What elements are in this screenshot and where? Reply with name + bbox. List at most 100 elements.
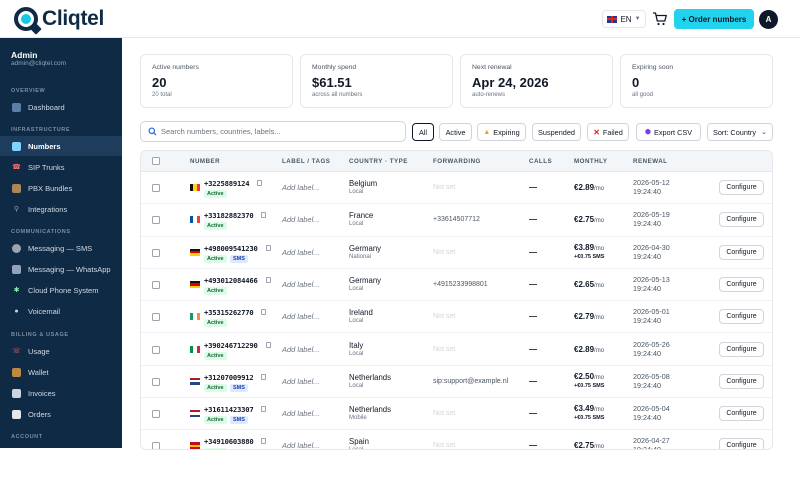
user-email: admin@cliqtel.com: [11, 60, 67, 67]
configure-button[interactable]: Configure: [719, 373, 764, 389]
column-label-tags[interactable]: LABEL / TAGS: [282, 158, 331, 165]
row-checkbox[interactable]: [152, 377, 160, 386]
sidebar-item-pbx-bundles[interactable]: PBX Bundles: [0, 178, 122, 198]
add-label-link[interactable]: Add label...: [282, 247, 320, 257]
copy-icon[interactable]: [261, 373, 267, 380]
row-checkbox[interactable]: [152, 410, 160, 419]
table-row[interactable]: +35315262770 Active Add label... Ireland Loc…: [141, 301, 772, 334]
configure-button[interactable]: Configure: [719, 212, 764, 228]
sidebar-item-usage[interactable]: ☏ Usage: [0, 341, 122, 361]
forwarding-value[interactable]: +4915233998801: [433, 280, 488, 288]
column-forwarding[interactable]: FORWARDING: [433, 158, 481, 165]
add-label-link[interactable]: Add label...: [282, 344, 320, 354]
table-row[interactable]: +498009541230 Active SMS Add label... German…: [141, 237, 772, 269]
price-period: /mo: [594, 218, 605, 225]
number-type: Local: [349, 318, 364, 325]
forwarding-value[interactable]: +33614507712: [433, 216, 480, 224]
row-checkbox[interactable]: [152, 184, 160, 192]
column-calls[interactable]: CALLS: [529, 158, 553, 165]
add-label-link[interactable]: Add label...: [282, 215, 320, 225]
forwarding-value[interactable]: sip:support@example.nl: [433, 377, 509, 385]
sort-select[interactable]: Sort: Country ⌄: [707, 123, 773, 141]
column-country-type[interactable]: COUNTRY · TYPE: [349, 158, 408, 165]
sidebar-item-integrations[interactable]: ⚲ Integrations: [0, 199, 122, 219]
add-label-link[interactable]: Add label...: [282, 312, 320, 322]
select-all-checkbox[interactable]: [152, 157, 160, 165]
sidebar-item-wallet[interactable]: Wallet: [0, 362, 122, 382]
filter-all[interactable]: All: [412, 123, 434, 141]
row-checkbox[interactable]: [152, 280, 160, 289]
configure-button[interactable]: Configure: [719, 276, 764, 292]
order-numbers-button[interactable]: + Order numbers: [674, 9, 754, 29]
export-csv-button[interactable]: ⬢ Export CSV: [636, 123, 701, 141]
sidebar-item-messaging-whatsapp[interactable]: Messaging — WhatsApp: [0, 259, 122, 279]
column-monthly[interactable]: MONTHLY: [574, 158, 608, 165]
configure-button[interactable]: Configure: [719, 309, 764, 325]
sidebar-item-voicemail[interactable]: ● Voicemail: [0, 301, 122, 321]
sidebar-item-label: Cloud Phone System: [28, 285, 99, 295]
configure-button[interactable]: Configure: [719, 438, 764, 449]
avatar[interactable]: A: [759, 10, 778, 29]
language-selector[interactable]: EN ▼: [602, 10, 646, 28]
row-checkbox[interactable]: [152, 345, 160, 354]
configure-button[interactable]: Configure: [719, 244, 764, 260]
sidebar-item-messaging-sms[interactable]: Messaging — SMS: [0, 238, 122, 258]
monthly-price: €2.75/mo: [574, 441, 604, 449]
add-label-link[interactable]: Add label...: [282, 376, 320, 386]
add-label-link[interactable]: Add label...: [282, 441, 320, 450]
row-checkbox[interactable]: [152, 442, 160, 449]
sidebar-item-invoices[interactable]: Invoices: [0, 383, 122, 403]
configure-button[interactable]: Configure: [719, 406, 764, 422]
copy-icon[interactable]: [265, 341, 271, 348]
renewal-date: 2026-05-26 19:24:40: [633, 340, 670, 358]
row-checkbox[interactable]: [152, 313, 160, 322]
copy-icon[interactable]: [261, 309, 267, 316]
table-row[interactable]: +390246712290 Active Add label... Italy Loca…: [141, 334, 772, 366]
sidebar-item-dashboard[interactable]: Dashboard: [0, 97, 122, 117]
renewal-day: 2026-05-19: [633, 210, 670, 220]
table-header: NUMBER LABEL / TAGS COUNTRY · TYPE FORWA…: [141, 151, 772, 172]
copy-icon[interactable]: [265, 244, 271, 251]
forwarding-value[interactable]: Not set: [433, 313, 456, 321]
table-row[interactable]: +31611423307 Active SMS Add label... Netherl…: [141, 398, 772, 431]
configure-button[interactable]: Configure: [719, 180, 764, 195]
country-flag-icon: [190, 313, 200, 321]
table-row[interactable]: +31207009912 Active SMS Add label... Netherl…: [141, 366, 772, 399]
sidebar-item-label: Orders: [28, 409, 51, 419]
column-renewal[interactable]: RENEWAL: [633, 158, 668, 165]
sidebar-item-orders[interactable]: Orders: [0, 404, 122, 424]
filter-expiring[interactable]: ▲ Expiring: [477, 123, 526, 141]
forwarding-value[interactable]: Not set: [433, 345, 456, 353]
forwarding-value[interactable]: Not set: [433, 184, 456, 191]
copy-icon[interactable]: [261, 406, 267, 413]
sidebar-item-numbers[interactable]: Numbers: [0, 136, 122, 156]
copy-icon[interactable]: [256, 180, 262, 186]
sidebar-item-cloud-phone-system[interactable]: ✱ Cloud Phone System: [0, 280, 122, 300]
table-row[interactable]: +493012084466 Active Add label... Germany Lo…: [141, 269, 772, 302]
cart-icon[interactable]: [652, 11, 668, 27]
sidebar-item-sip-trunks[interactable]: ☎ SIP Trunks: [0, 157, 122, 177]
forwarding-value[interactable]: Not set: [433, 410, 456, 418]
search-input[interactable]: [161, 127, 401, 136]
table-row[interactable]: +33182882370 Active Add label... France Loca…: [141, 204, 772, 237]
configure-button[interactable]: Configure: [719, 341, 764, 357]
filter-failed[interactable]: ✕ Failed: [587, 123, 629, 141]
brand-logo[interactable]: Cliqtel: [14, 6, 104, 32]
table-row[interactable]: +3225889124 Active Add label... Belgium Loca…: [141, 172, 772, 205]
copy-icon[interactable]: [265, 276, 271, 283]
copy-icon[interactable]: [261, 438, 267, 445]
table-row[interactable]: +34910603880Active Add label... SpainLocal…: [141, 430, 772, 450]
column-number[interactable]: NUMBER: [190, 158, 221, 165]
forwarding-value[interactable]: Not set: [433, 442, 456, 450]
add-label-link[interactable]: Add label...: [282, 183, 320, 192]
renewal-time: 19:24:40: [633, 445, 661, 450]
top-header: Cliqtel EN ▼ + Order numbers A: [0, 0, 800, 38]
filter-active[interactable]: Active: [439, 123, 472, 141]
row-checkbox[interactable]: [152, 216, 160, 225]
filter-suspended[interactable]: Suspended: [532, 123, 581, 141]
add-label-link[interactable]: Add label...: [282, 279, 320, 289]
row-checkbox[interactable]: [152, 248, 160, 257]
add-label-link[interactable]: Add label...: [282, 409, 320, 419]
copy-icon[interactable]: [261, 212, 267, 219]
forwarding-value[interactable]: Not set: [433, 248, 456, 256]
